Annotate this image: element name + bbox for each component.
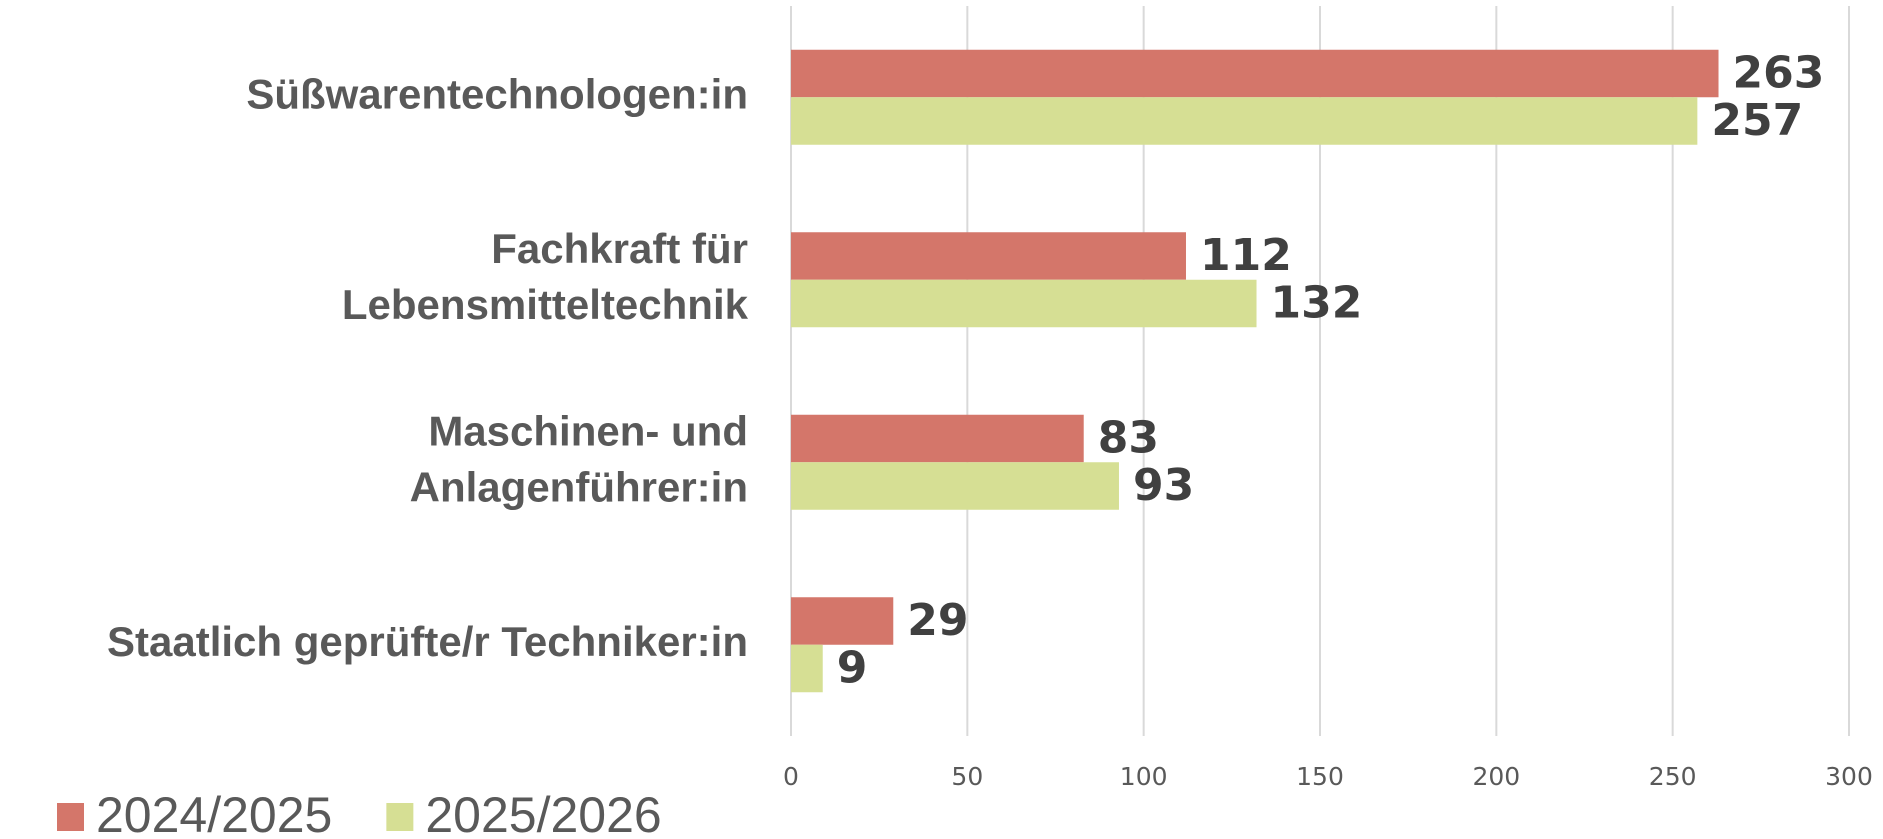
data-label: 29 xyxy=(907,595,968,646)
bar xyxy=(791,462,1119,510)
x-tick-label: 0 xyxy=(783,762,799,791)
data-label: 9 xyxy=(837,643,868,694)
category-label-line: Fachkraft für xyxy=(491,225,748,272)
category-label-line: Süßwarentechnologen:in xyxy=(246,70,748,117)
x-tick-label: 150 xyxy=(1296,762,1344,791)
x-tick-label: 250 xyxy=(1649,762,1697,791)
category-label: Süßwarentechnologen:in xyxy=(246,70,748,117)
category-label-line: Staatlich geprüfte/r Techniker:in xyxy=(107,618,748,665)
bar xyxy=(791,279,1257,328)
category-label-line: Maschinen- und xyxy=(428,407,748,454)
bar xyxy=(791,49,1719,98)
data-label: 263 xyxy=(1733,48,1825,99)
x-tick-label: 50 xyxy=(951,762,983,791)
x-tick-label: 200 xyxy=(1472,762,1520,791)
legend-label: 2024/2025 xyxy=(96,787,332,839)
category-label: Maschinen- und Anlagenführer:in xyxy=(410,407,748,510)
bar xyxy=(791,97,1698,145)
data-label: 112 xyxy=(1200,230,1292,281)
data-label: 132 xyxy=(1271,278,1363,329)
bar xyxy=(791,232,1186,280)
legend-swatch xyxy=(386,803,414,831)
data-label: 257 xyxy=(1711,95,1803,146)
category-label-line: Lebensmitteltechnik xyxy=(342,281,749,328)
data-label: 93 xyxy=(1133,460,1194,511)
x-tick-label: 100 xyxy=(1120,762,1168,791)
bar xyxy=(791,597,894,645)
category-label-line: Anlagenführer:in xyxy=(410,463,748,510)
legend-label: 2025/2026 xyxy=(425,787,661,839)
x-tick-label: 300 xyxy=(1825,762,1873,791)
category-label: Fachkraft für Lebensmitteltechnik xyxy=(342,225,749,328)
data-label: 83 xyxy=(1098,413,1159,464)
bar xyxy=(791,644,823,693)
legend-swatch xyxy=(57,803,84,831)
category-label: Staatlich geprüfte/r Techniker:in xyxy=(107,618,748,665)
bar xyxy=(791,414,1084,463)
